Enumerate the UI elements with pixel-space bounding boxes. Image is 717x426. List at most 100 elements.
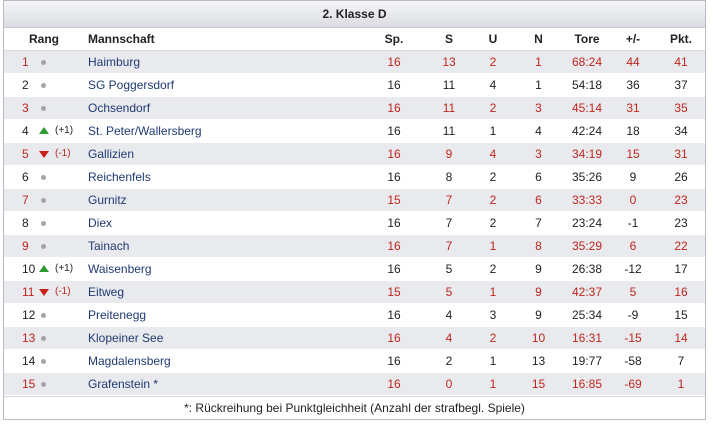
table-row: 5 (-1) Gallizien 16 9 4 3 34:19 15 31 (4, 142, 705, 166)
team-name: Waisenberg (88, 262, 152, 276)
wins-cell: 11 (424, 96, 474, 120)
rank-change: (+1) (55, 263, 74, 274)
table-row: 9 Tainach 16 7 1 8 35:29 6 22 (4, 234, 705, 258)
trend-down-icon (39, 289, 49, 296)
wins-cell: 7 (424, 234, 474, 258)
table-row: 10 (+1) Waisenberg 16 5 2 9 26:38 -12 17 (4, 257, 705, 281)
rank-cell: 5 (-1) (4, 142, 84, 166)
points-cell: 22 (657, 234, 705, 258)
table-row: 15 Grafenstein * 16 0 1 15 16:85 -69 1 (4, 372, 705, 396)
header-draws: U (474, 28, 512, 51)
header-team-label: Mannschaft (88, 32, 155, 46)
rank-number: 13 (22, 331, 36, 345)
rank-number: 14 (22, 354, 36, 368)
rank-change: (-1) (55, 286, 71, 297)
goals-cell: 54:18 (565, 73, 609, 97)
team-cell: Waisenberg (84, 257, 364, 281)
draws-cell: 4 (474, 73, 512, 97)
team-cell: Ochsendorf (84, 96, 364, 120)
wins-cell: 7 (424, 211, 474, 235)
standings-table: Rang Mannschaft Sp. S U N Tore +/- Pkt. … (4, 28, 705, 396)
team-cell: Grafenstein * (84, 372, 364, 396)
rank-number: 10 (22, 262, 36, 276)
diff-cell: 9 (609, 165, 657, 189)
rank-number: 12 (22, 308, 36, 322)
losses-cell: 9 (512, 280, 565, 304)
wins-cell: 7 (424, 188, 474, 212)
diff-cell: 18 (609, 119, 657, 143)
diff-cell: -9 (609, 303, 657, 327)
played-cell: 16 (364, 326, 424, 350)
rank-number: 1 (22, 55, 29, 69)
draws-cell: 1 (474, 119, 512, 143)
rank-cell: 2 (4, 73, 84, 97)
team-name: Ochsendorf (88, 101, 151, 115)
rank-number: 7 (22, 193, 29, 207)
rank-cell: 15 (4, 372, 84, 396)
played-cell: 16 (364, 165, 424, 189)
footnote: *: Rückreihung bei Punktgleichheit (Anza… (4, 396, 705, 419)
rank-number: 2 (22, 78, 29, 92)
team-name: Preitenegg (88, 308, 147, 322)
trend-same-icon (41, 198, 46, 203)
losses-cell: 3 (512, 96, 565, 120)
goals-cell: 35:29 (565, 234, 609, 258)
wins-cell: 11 (424, 119, 474, 143)
table-row: 11 (-1) Eitweg 15 5 1 9 42:37 5 16 (4, 280, 705, 304)
diff-cell: 36 (609, 73, 657, 97)
goals-cell: 34:19 (565, 142, 609, 166)
team-name: Diex (88, 216, 113, 230)
points-cell: 26 (657, 165, 705, 189)
diff-cell: 15 (609, 142, 657, 166)
rank-cell: 10 (+1) (4, 257, 84, 281)
rank-cell: 9 (4, 234, 84, 258)
goals-cell: 42:24 (565, 119, 609, 143)
played-cell: 16 (364, 142, 424, 166)
wins-cell: 8 (424, 165, 474, 189)
table-row: 14 Magdalensberg 16 2 1 13 19:77 -58 7 (4, 349, 705, 373)
draws-cell: 2 (474, 326, 512, 350)
table-row: 12 Preitenegg 16 4 3 9 25:34 -9 15 (4, 303, 705, 327)
rank-cell: 4 (+1) (4, 119, 84, 143)
losses-cell: 9 (512, 303, 565, 327)
played-cell: 16 (364, 211, 424, 235)
rank-cell: 13 (4, 326, 84, 350)
points-cell: 23 (657, 211, 705, 235)
draws-cell: 2 (474, 257, 512, 281)
draws-cell: 1 (474, 280, 512, 304)
trend-up-icon (39, 127, 49, 134)
draws-cell: 2 (474, 188, 512, 212)
points-cell: 35 (657, 96, 705, 120)
losses-cell: 1 (512, 73, 565, 97)
draws-cell: 1 (474, 234, 512, 258)
team-cell: Klopeiner See (84, 326, 364, 350)
points-cell: 37 (657, 73, 705, 97)
goals-cell: 45:14 (565, 96, 609, 120)
rank-number: 9 (22, 239, 29, 253)
team-name: Reichenfels (88, 170, 151, 184)
losses-cell: 9 (512, 257, 565, 281)
points-cell: 14 (657, 326, 705, 350)
diff-cell: 0 (609, 188, 657, 212)
draws-cell: 2 (474, 211, 512, 235)
played-cell: 15 (364, 188, 424, 212)
diff-cell: 5 (609, 280, 657, 304)
diff-cell: 6 (609, 234, 657, 258)
played-cell: 16 (364, 119, 424, 143)
table-header-row: Rang Mannschaft Sp. S U N Tore +/- Pkt. (4, 28, 705, 51)
played-cell: 16 (364, 349, 424, 373)
team-cell: Haimburg (84, 50, 364, 74)
rank-number: 3 (22, 101, 29, 115)
trend-down-icon (39, 151, 49, 158)
team-name: Gurnitz (88, 193, 127, 207)
trend-up-icon (39, 265, 49, 272)
points-cell: 7 (657, 349, 705, 373)
table-row: 7 Gurnitz 15 7 2 6 33:33 0 23 (4, 188, 705, 212)
trend-same-icon (41, 221, 46, 226)
rank-cell: 12 (4, 303, 84, 327)
trend-same-icon (41, 175, 46, 180)
rank-cell: 8 (4, 211, 84, 235)
wins-cell: 5 (424, 280, 474, 304)
team-name: Magdalensberg (88, 354, 171, 368)
goals-cell: 68:24 (565, 50, 609, 74)
